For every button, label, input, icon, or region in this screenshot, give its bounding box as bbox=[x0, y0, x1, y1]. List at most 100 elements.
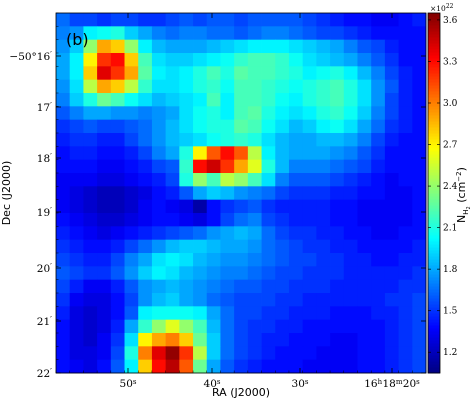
heatmap-cell bbox=[56, 173, 71, 187]
heatmap-cell bbox=[261, 133, 276, 147]
heatmap-cell bbox=[69, 319, 84, 334]
heatmap-cell bbox=[151, 133, 167, 147]
colorbar-tick-label: 2.7 bbox=[443, 141, 458, 151]
axis-ticks bbox=[55, 12, 427, 374]
colorbar-segment bbox=[428, 328, 440, 332]
heatmap-cell bbox=[83, 13, 98, 27]
heatmap-cell bbox=[288, 146, 304, 161]
heatmap-cell bbox=[261, 359, 276, 374]
colorbar-ticks: 1.2 1.5 1.8 2.1 2.4 2.7 3.0 3.3 3.6 bbox=[428, 16, 458, 358]
heatmap-cell bbox=[234, 239, 249, 254]
heatmap-cell bbox=[138, 146, 153, 161]
heatmap-cell bbox=[302, 39, 317, 54]
heatmap-cell bbox=[179, 226, 194, 241]
heatmap-cell bbox=[261, 26, 276, 41]
heatmap-cell bbox=[220, 253, 235, 267]
heatmap-cell bbox=[69, 93, 84, 107]
heatmap-cell bbox=[179, 279, 194, 294]
colorbar-tick-label: 3.3 bbox=[443, 57, 458, 67]
heatmap-cell bbox=[371, 293, 386, 307]
heatmap-cell bbox=[179, 106, 194, 121]
heatmap-cell bbox=[357, 279, 372, 294]
heatmap-cell bbox=[343, 119, 358, 134]
heatmap-cell bbox=[165, 319, 180, 334]
heatmap-cell bbox=[69, 186, 84, 201]
heatmap-cell bbox=[220, 133, 235, 147]
heatmap-cell bbox=[330, 53, 345, 67]
x-tick-label: 16h 18m 20s bbox=[364, 378, 420, 390]
heatmap-cell bbox=[288, 213, 304, 227]
heatmap-cell bbox=[275, 93, 290, 107]
heatmap-cell bbox=[56, 239, 71, 254]
heatmap-cell bbox=[206, 213, 221, 227]
heatmap-cell bbox=[343, 186, 358, 201]
heatmap-cell bbox=[179, 306, 194, 321]
y-tick-label: −50°16′ bbox=[9, 50, 52, 63]
heatmap-cell bbox=[261, 146, 276, 161]
heatmap-cell bbox=[206, 146, 221, 161]
heatmap-cell bbox=[384, 319, 399, 334]
colorbar-segment bbox=[428, 73, 440, 77]
heatmap-cell bbox=[97, 119, 112, 134]
heatmap-cell bbox=[97, 199, 112, 214]
heatmap-cell bbox=[151, 279, 167, 294]
heatmap-cell bbox=[343, 79, 358, 94]
heatmap-cell bbox=[330, 119, 345, 134]
heatmap-cell bbox=[357, 93, 372, 107]
heatmap-cell bbox=[275, 226, 290, 241]
heatmap-cell bbox=[179, 119, 194, 134]
heatmap-cell bbox=[138, 173, 153, 187]
heatmap-cell bbox=[275, 266, 290, 281]
colorbar-segment bbox=[428, 103, 440, 107]
heatmap-cell bbox=[343, 226, 358, 241]
heatmap-cell bbox=[206, 53, 221, 67]
heatmap-cell bbox=[56, 253, 71, 267]
heatmap-cell bbox=[343, 279, 358, 294]
x-tick-label: 50s bbox=[120, 378, 137, 390]
heatmap-cell bbox=[288, 53, 304, 67]
heatmap-cell bbox=[247, 146, 262, 161]
heatmap-cell bbox=[288, 119, 304, 134]
heatmap-cell bbox=[193, 359, 208, 374]
heatmap-cell bbox=[357, 66, 372, 81]
heatmap-cell bbox=[398, 93, 413, 107]
heatmap-cell bbox=[220, 119, 235, 134]
heatmap-cell bbox=[316, 146, 331, 161]
heatmap-cell bbox=[56, 39, 71, 54]
heatmap-cell bbox=[261, 253, 276, 267]
heatmap-cell bbox=[83, 253, 98, 267]
colorbar-segment bbox=[428, 184, 440, 188]
heatmap-cell bbox=[179, 79, 194, 94]
heatmap-cell bbox=[371, 199, 386, 214]
heatmap-cell bbox=[193, 213, 208, 227]
heatmap-cell bbox=[110, 93, 125, 107]
heatmap-cell bbox=[69, 199, 84, 214]
heatmap-cell bbox=[151, 239, 167, 254]
heatmap-cell bbox=[206, 333, 221, 347]
colorbar-segment bbox=[428, 40, 440, 44]
heatmap-cell bbox=[124, 186, 139, 201]
colorbar-segment bbox=[428, 244, 440, 248]
heatmap-cell bbox=[275, 66, 290, 81]
heatmap-cell bbox=[56, 93, 71, 107]
heatmap-cell bbox=[83, 39, 98, 54]
heatmap-cell bbox=[193, 279, 208, 294]
heatmap-cell bbox=[302, 253, 317, 267]
colorbar-segment bbox=[428, 43, 440, 47]
heatmap-cell bbox=[220, 186, 235, 201]
colorbar-tick-label: 2.4 bbox=[443, 182, 458, 192]
heatmap-cell bbox=[97, 359, 112, 374]
heatmap-cell bbox=[234, 93, 249, 107]
heatmap-cell bbox=[371, 359, 386, 374]
y-axis-label: Dec (J2000) bbox=[0, 161, 13, 226]
colorbar-segment bbox=[428, 100, 440, 104]
heatmap-cell bbox=[412, 66, 427, 81]
heatmap-cell bbox=[357, 186, 372, 201]
heatmap-cell bbox=[234, 13, 249, 27]
colorbar-segment bbox=[428, 139, 440, 143]
heatmap-cell bbox=[330, 306, 345, 321]
heatmap-cell bbox=[56, 66, 71, 81]
heatmap-cell bbox=[165, 279, 180, 294]
heatmap-cell bbox=[151, 199, 167, 214]
heatmap-cell bbox=[412, 359, 427, 374]
